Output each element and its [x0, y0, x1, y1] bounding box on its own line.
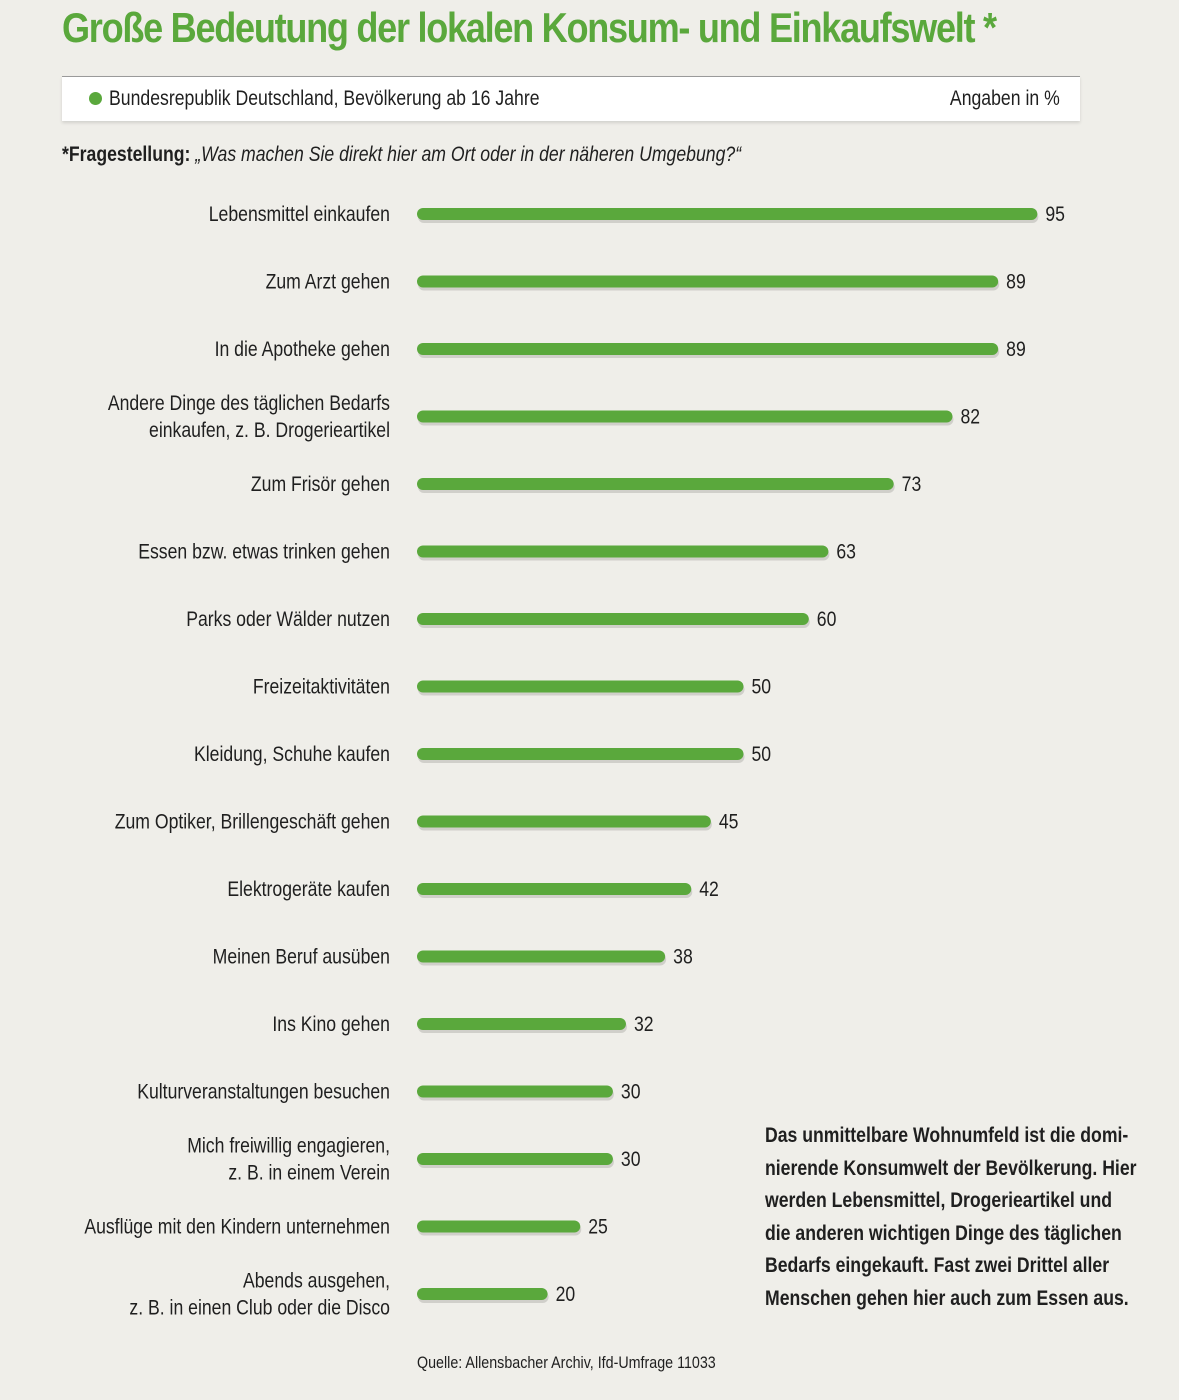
category-label: Zum Arzt gehen	[266, 270, 390, 294]
bar	[417, 1085, 613, 1098]
bar-chart: 95 Lebensmittel einkaufen 89 Zum Arzt gehen…	[84, 203, 1065, 1320]
bar-value-label: 38	[673, 945, 693, 969]
category-label: Zum Frisör gehen	[251, 473, 390, 497]
bar-value-label: 50	[752, 675, 772, 699]
bar	[417, 343, 999, 355]
category-label: Parks oder Wälder nutzen	[186, 608, 390, 632]
category-label: Mich freiwillig engagieren, z. B. in eine…	[187, 1134, 390, 1185]
bar	[417, 680, 744, 693]
unit-note: Angaben in %	[950, 87, 1060, 110]
category-label: Abends ausgehen, z. B. in einen Club oder…	[129, 1269, 390, 1320]
bar	[417, 950, 666, 963]
question-line: *Fragestellung: „Was machen Sie direkt h…	[62, 143, 741, 167]
bar	[417, 1153, 613, 1165]
bar-value-label: 50	[752, 743, 772, 767]
category-label: Ausflüge mit den Kindern unternehmen	[84, 1215, 390, 1239]
page-title: Große Bedeutung der lokalen Konsum- und …	[62, 4, 997, 51]
bar	[417, 613, 809, 625]
bar	[417, 815, 711, 828]
bar-value-label: 60	[817, 608, 837, 632]
category-label: Elektrogeräte kaufen	[227, 878, 390, 902]
bar-value-label: 20	[556, 1283, 576, 1307]
question-text: „Was machen Sie direkt hier am Ort oder …	[195, 143, 742, 166]
bar-value-label: 95	[1045, 203, 1065, 227]
info-bar: Bundesrepublik Deutschland, Bevölkerung …	[62, 76, 1080, 121]
bar	[417, 545, 829, 558]
bar-value-label: 30	[621, 1080, 641, 1104]
bar-value-label: 89	[1006, 338, 1026, 362]
bar-value-label: 25	[588, 1215, 608, 1239]
bar-value-label: 42	[699, 878, 719, 902]
bar	[417, 1018, 626, 1030]
category-label: Freizeitaktivitäten	[253, 675, 390, 699]
bar-value-label: 45	[719, 810, 739, 834]
population-label: Bundesrepublik Deutschland, Bevölkerung …	[109, 87, 540, 110]
bar	[417, 275, 999, 288]
summary-note: Das unmittelbare Wohnumfeld ist die domi…	[765, 1124, 1137, 1310]
category-label: In die Apotheke gehen	[215, 338, 390, 362]
category-label: Andere Dinge des täglichen Bedarfs einkau…	[108, 392, 390, 443]
category-label: Lebensmittel einkaufen	[209, 203, 390, 227]
bar	[417, 1220, 581, 1233]
category-label: Essen bzw. etwas trinken gehen	[138, 540, 390, 564]
source-line: Quelle: Allensbacher Archiv, Ifd-Umfrage…	[417, 1353, 716, 1372]
category-label: Ins Kino gehen	[272, 1013, 390, 1037]
bar-value-label: 89	[1006, 270, 1026, 294]
bullet-dot-icon	[89, 92, 102, 105]
bar	[417, 208, 1038, 220]
category-label: Kleidung, Schuhe kaufen	[194, 743, 390, 767]
bar	[417, 883, 692, 895]
bar-value-label: 73	[902, 473, 922, 497]
category-label: Meinen Beruf ausüben	[213, 945, 390, 969]
bar-value-label: 82	[960, 405, 980, 429]
category-label: Kulturveranstaltungen besuchen	[137, 1080, 390, 1104]
bar	[417, 410, 953, 423]
question-label: *Fragestellung:	[62, 143, 191, 166]
bar	[417, 748, 744, 760]
bar	[417, 1288, 548, 1300]
bar-value-label: 63	[836, 540, 856, 564]
bar-value-label: 30	[621, 1148, 641, 1172]
bar-value-label: 32	[634, 1013, 654, 1037]
bar	[417, 478, 894, 490]
category-label: Zum Optiker, Brillengeschäft gehen	[115, 810, 390, 834]
